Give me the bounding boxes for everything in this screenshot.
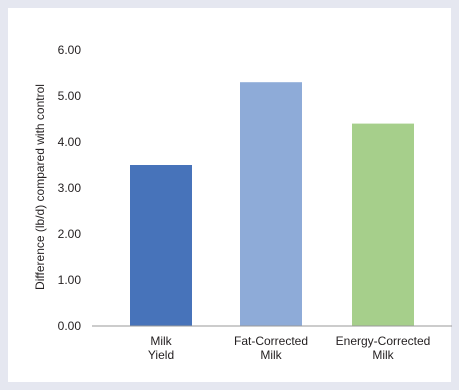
y-tick-label: 1.00 [58,273,82,287]
y-tick-label: 6.00 [58,43,82,57]
y-tick-label: 2.00 [58,227,82,241]
y-tick-label: 4.00 [58,135,82,149]
y-axis-ticks: 0.00 1.00 2.00 3.00 4.00 5.00 6.00 [58,43,82,333]
y-tick-label: 3.00 [58,181,82,195]
y-tick-label: 0.00 [58,319,82,333]
bar [352,123,414,326]
bars [130,82,414,326]
x-axis-categories: MilkYieldFat-CorrectedMilkEnergy-Correct… [148,334,430,362]
bar [240,82,302,326]
y-tick-label: 5.00 [58,89,82,103]
x-category-label: Milk [372,348,394,362]
x-category-label: Fat-Corrected [234,334,308,348]
y-axis-label: Difference (lb/d) compared with control [33,84,47,290]
bar [130,165,192,326]
x-category-label: Milk [150,334,172,348]
x-category-label: Milk [260,348,282,362]
x-category-label: Yield [148,348,174,362]
x-category-label: Energy-Corrected [336,334,431,348]
